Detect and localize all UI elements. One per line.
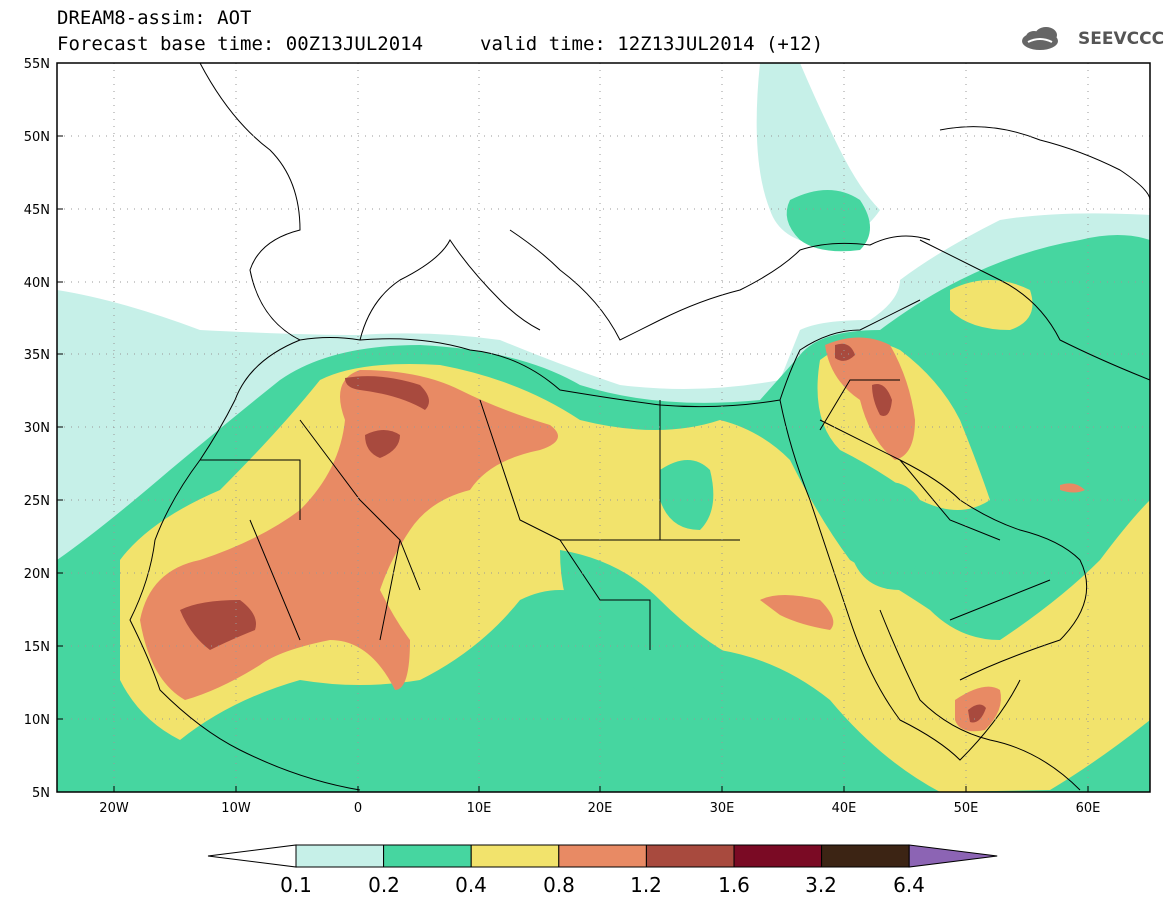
lat-tick-label: 45N	[24, 203, 50, 218]
colorbar-over-triangle	[908, 844, 998, 868]
aot-band-1.2	[835, 343, 855, 361]
map-title: DREAM8-assim: AOT	[57, 7, 252, 29]
colorbar-label: 3.2	[805, 873, 837, 897]
lat-tick-label: 40N	[24, 276, 50, 291]
aot-band-1.2	[968, 704, 986, 723]
lon-tick-label: 60E	[1076, 801, 1101, 816]
cloud-icon	[1022, 27, 1058, 50]
aot-band-1.2	[345, 376, 429, 410]
aot-band-0.8	[825, 337, 915, 460]
lat-tick-label: 50N	[24, 130, 50, 145]
lat-tick-label: 25N	[24, 494, 50, 509]
colorbar-swatch	[645, 844, 735, 868]
colorbar-label: 1.2	[630, 873, 662, 897]
aot-band-0.2	[968, 527, 1010, 566]
lon-tick-label: 10W	[221, 801, 251, 816]
colorbar-swatch	[383, 844, 472, 868]
tick-marks	[57, 62, 1089, 793]
map-grid	[57, 63, 1150, 792]
lon-tick-label: 10E	[467, 801, 492, 816]
colorbar-label: 6.4	[893, 873, 925, 897]
lat-labels: 5N 10N 15N 20N 25N 30N 35N 40N 45N 50N 5…	[24, 57, 50, 801]
colorbar	[207, 844, 998, 868]
lat-tick-label: 30N	[24, 421, 50, 436]
aot-band-0.2	[850, 482, 923, 590]
colorbar-label: 1.6	[718, 873, 750, 897]
colorbar-swatch	[470, 844, 560, 868]
colorbar-swatch	[558, 844, 647, 868]
lon-tick-label: 20W	[99, 801, 129, 816]
colorbar-swatch	[295, 844, 385, 868]
colorbar-label: 0.4	[455, 873, 487, 897]
logo-text: SEEVCCC	[1078, 29, 1165, 49]
coastlines	[129, 63, 1150, 791]
lon-tick-label: 0	[354, 801, 362, 816]
aot-band-0.2	[786, 190, 870, 252]
lon-tick-label: 50E	[954, 801, 979, 816]
lat-tick-label: 15N	[24, 640, 50, 655]
lat-tick-label: 20N	[24, 567, 50, 582]
colorbar-under-triangle	[207, 844, 297, 868]
colorbar-swatch	[733, 844, 823, 868]
lat-tick-label: 5N	[32, 786, 50, 801]
forecast-base-time: Forecast base time: 00Z13JUL2014	[57, 33, 424, 55]
aot-band-0.8	[1060, 483, 1085, 493]
valid-time: valid time: 12Z13JUL2014 (+12)	[480, 33, 824, 55]
lon-tick-label: 30E	[710, 801, 735, 816]
lon-tick-label: 40E	[832, 801, 857, 816]
aot-band-0.8	[760, 595, 834, 630]
aot-band-0.2	[660, 460, 714, 530]
colorbar-label: 0.2	[368, 873, 400, 897]
colorbar-swatch	[821, 844, 910, 868]
aot-band-1.2	[365, 430, 400, 458]
lat-tick-label: 10N	[24, 713, 50, 728]
colorbar-label: 0.1	[280, 873, 312, 897]
aot-band-0.4	[950, 280, 1033, 330]
aot-band-0.2	[560, 550, 800, 730]
aot-band-1.2	[180, 600, 256, 650]
lon-tick-label: 20E	[588, 801, 613, 816]
aot-band-1.2	[872, 384, 892, 416]
lat-tick-label: 35N	[24, 348, 50, 363]
colorbar-labels: 0.1 0.2 0.4 0.8 1.2 1.6 3.2 6.4	[280, 873, 925, 897]
colorbar-label: 0.8	[543, 873, 575, 897]
lat-tick-label: 55N	[24, 57, 50, 72]
lon-labels: 20W 10W 0 10E 20E 30E 40E 50E 60E	[99, 801, 1100, 816]
